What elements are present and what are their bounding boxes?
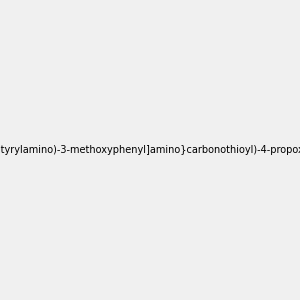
Text: N-({[4-(isobutyrylamino)-3-methoxyphenyl]amino}carbonothioyl)-4-propoxybenzamide: N-({[4-(isobutyrylamino)-3-methoxyphenyl… [0, 145, 300, 155]
